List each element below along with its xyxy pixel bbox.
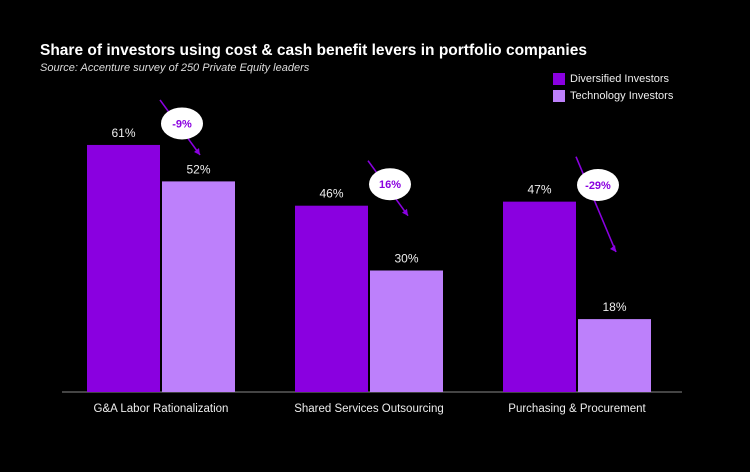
bar <box>295 205 368 392</box>
legend-swatch <box>553 90 565 102</box>
bar <box>370 270 443 392</box>
bar <box>87 144 160 392</box>
change-bubble <box>577 169 619 201</box>
change-label: -29% <box>585 180 611 192</box>
change-label: -9% <box>172 118 192 130</box>
x-tick-label: Purchasing & Procurement <box>508 403 646 415</box>
legend-item-technology: Technology Investors <box>553 90 673 102</box>
change-label: 16% <box>379 179 401 191</box>
legend-label: Technology Investors <box>570 90 674 102</box>
legend-item-diversified: Diversified Investors <box>553 73 669 85</box>
arrow-head-icon <box>402 208 408 216</box>
trend-arrow <box>575 156 617 253</box>
arrow-head-icon <box>194 147 200 155</box>
bar <box>162 181 235 392</box>
x-tick-label: G&A Labor Rationalization <box>94 403 229 415</box>
data-label: 47% <box>527 183 551 197</box>
change-bubble <box>161 107 203 140</box>
chart-title: Share of investors using cost & cash ben… <box>40 42 587 59</box>
x-tick-label: Shared Services Outsourcing <box>294 403 444 415</box>
legend-label: Diversified Investors <box>570 73 670 85</box>
data-label: 30% <box>394 252 418 266</box>
data-label: 52% <box>186 162 210 176</box>
data-label: 61% <box>111 126 135 140</box>
change-bubble <box>369 168 411 201</box>
data-label: 46% <box>319 187 343 201</box>
legend-swatch <box>553 73 565 85</box>
bar <box>503 201 576 392</box>
arrow-head-icon <box>610 245 616 252</box>
chart-subtitle: Source: Accenture survey of 250 Private … <box>40 62 310 74</box>
bar <box>578 319 651 392</box>
data-label: 18% <box>602 300 626 314</box>
